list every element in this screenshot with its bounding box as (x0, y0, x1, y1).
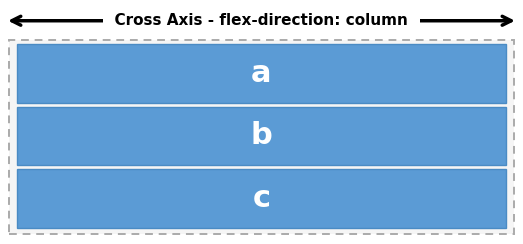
Text: Cross Axis - flex-direction: column: Cross Axis - flex-direction: column (104, 13, 419, 28)
Bar (9, 40, 514, 234)
Bar (17, 169, 506, 228)
Bar (17, 44, 506, 103)
Text: c: c (253, 184, 270, 213)
Text: a: a (251, 59, 272, 88)
Bar (17, 107, 506, 165)
Text: b: b (251, 122, 272, 151)
